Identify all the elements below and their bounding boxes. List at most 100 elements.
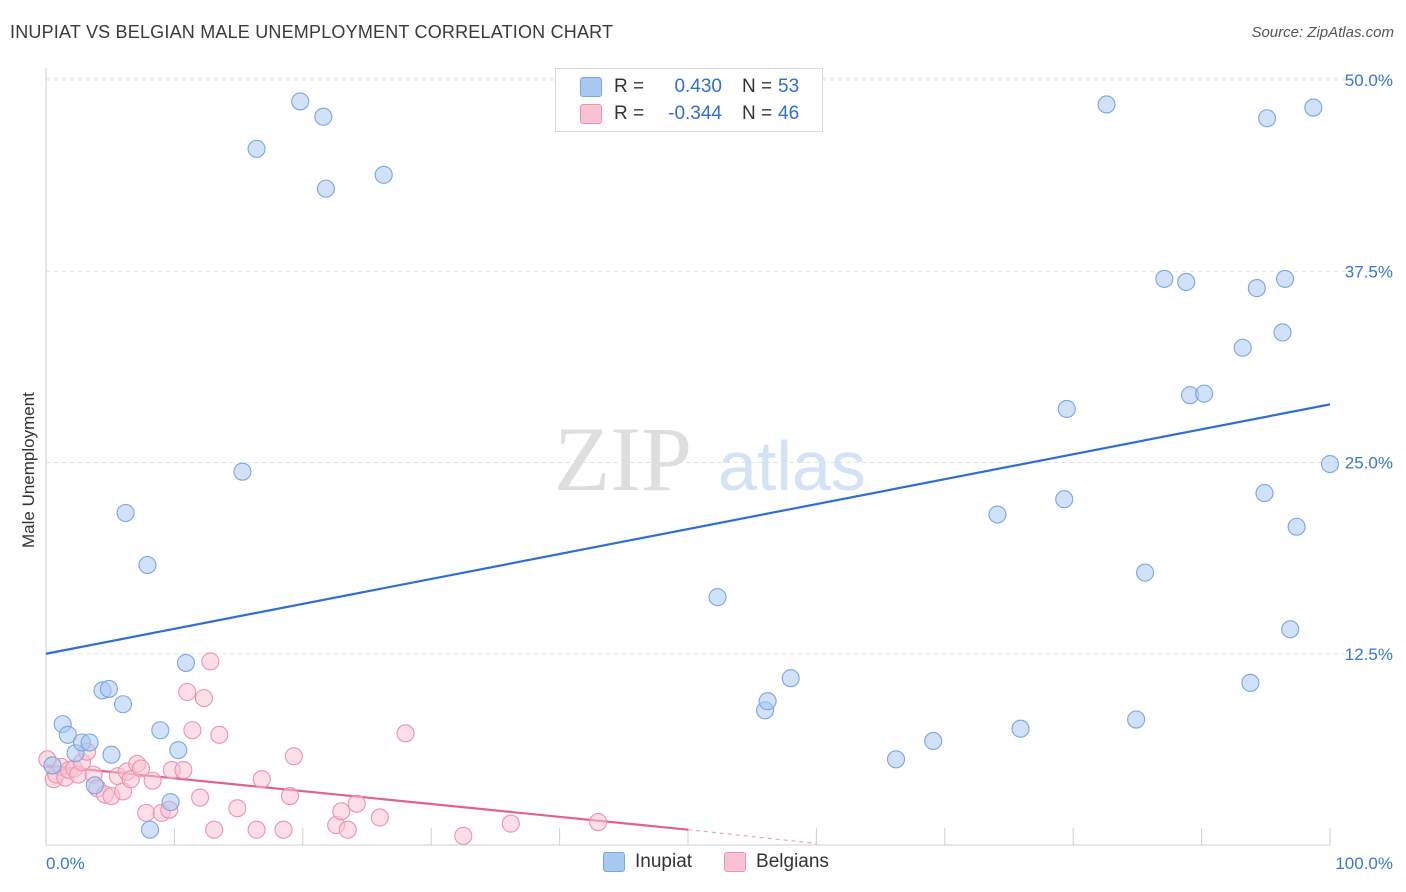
belgians-point xyxy=(178,682,197,702)
inupiat-point xyxy=(169,741,188,760)
inupiat-point xyxy=(1057,399,1076,419)
inupiat-legend-label: Inupiat xyxy=(635,851,693,872)
inupiat-point xyxy=(85,776,104,795)
inupiat-point xyxy=(1011,719,1030,738)
stats-legend: R = 0.430 N = 53 R = -0.344 N = 46 xyxy=(555,68,823,132)
belgians-point xyxy=(347,794,366,813)
source-label: Source: ZipAtlas.com xyxy=(1251,24,1394,41)
n-label: N = xyxy=(742,103,773,124)
inupiat-point xyxy=(1276,269,1295,288)
inupiat-point xyxy=(988,505,1007,524)
inupiat-point xyxy=(161,793,180,812)
inupiat-legend-swatch xyxy=(603,852,625,872)
n-value: 46 xyxy=(778,103,800,124)
belgians-legend-label: Belgians xyxy=(756,851,829,872)
inupiat-point xyxy=(1097,95,1116,114)
belgians-point xyxy=(454,826,473,845)
belgians-point xyxy=(252,770,271,789)
watermark: ZIP atlas xyxy=(554,408,866,510)
belgians-point xyxy=(131,759,151,778)
inupiat-point xyxy=(314,107,333,126)
belgians-point xyxy=(137,803,156,822)
watermark-zip: ZIP xyxy=(554,408,692,510)
inupiat-point xyxy=(176,653,196,672)
belgians-point xyxy=(143,771,162,790)
inupiat-point xyxy=(140,820,160,839)
belgians-point xyxy=(274,820,293,839)
belgians-point xyxy=(284,747,303,766)
y-tick-label: 50.0% xyxy=(1345,71,1393,90)
inupiat-point xyxy=(43,756,62,775)
inupiat-point xyxy=(316,179,335,198)
inupiat-point xyxy=(1233,338,1252,357)
belgians-point xyxy=(280,786,300,806)
belgians-point xyxy=(332,802,351,821)
inupiat-point xyxy=(1287,517,1306,536)
legend-item-belgians[interactable]: Belgians xyxy=(724,851,829,873)
inupiat-point xyxy=(886,750,906,769)
belgians-swatch xyxy=(580,104,602,124)
inupiat-point xyxy=(1241,673,1260,692)
belgians-point xyxy=(191,788,210,807)
inupiat-point xyxy=(1281,620,1300,639)
inupiat-point xyxy=(1273,323,1292,342)
x-tick-label: 0.0% xyxy=(46,854,85,873)
inupiat-point xyxy=(708,588,727,607)
inupiat-point xyxy=(233,462,252,481)
inupiat-point xyxy=(1195,384,1214,403)
y-tick-label: 12.5% xyxy=(1345,645,1393,664)
inupiat-point xyxy=(1304,98,1323,117)
belgians-point xyxy=(338,820,357,839)
inupiat-point xyxy=(102,745,121,764)
y-tick-label: 25.0% xyxy=(1345,454,1393,473)
inupiat-point xyxy=(374,165,393,184)
chart-title: INUPIAT VS BELGIAN MALE UNEMPLOYMENT COR… xyxy=(10,22,614,42)
r-value: 0.430 xyxy=(674,76,722,97)
belgians-point xyxy=(228,799,247,818)
inupiat-point xyxy=(1320,454,1340,474)
legend-row-belgians: R = -0.344 N = 46 xyxy=(580,101,799,127)
inupiat-point xyxy=(80,733,99,752)
inupiat-point xyxy=(291,92,310,111)
legend-item-inupiat[interactable]: Inupiat xyxy=(603,851,692,873)
inupiat-trend-line xyxy=(45,403,1331,655)
belgians-point xyxy=(210,725,229,744)
belgians-point xyxy=(174,760,193,780)
belgians-point xyxy=(370,808,389,827)
y-tick-label: 37.5% xyxy=(1345,262,1393,281)
y-axis-title: Male Unemployment xyxy=(19,392,38,548)
belgians-point xyxy=(183,721,202,740)
inupiat-point xyxy=(1127,710,1146,729)
belgians-point xyxy=(201,652,220,671)
belgians-point xyxy=(247,820,266,839)
belgians-point xyxy=(589,812,608,832)
inupiat-point xyxy=(1247,279,1266,298)
r-label: R = xyxy=(614,76,645,97)
belgians-point xyxy=(194,689,213,708)
inupiat-point xyxy=(113,695,133,714)
inupiat-point xyxy=(758,692,777,711)
inupiat-point xyxy=(99,679,118,698)
data-points xyxy=(38,92,1340,845)
x-tick-label: 100.0% xyxy=(1335,854,1393,873)
inupiat-swatch xyxy=(580,77,602,97)
inupiat-point xyxy=(151,721,170,740)
watermark-atlas: atlas xyxy=(718,427,866,505)
series-legend: Inupiat Belgians xyxy=(603,851,861,873)
inupiat-point xyxy=(58,725,77,744)
gridlines xyxy=(46,77,1392,655)
belgians-trend-line-dashed xyxy=(687,829,817,845)
inupiat-point xyxy=(247,139,266,158)
belgians-point xyxy=(501,814,520,833)
belgians-legend-swatch xyxy=(724,852,747,872)
r-value: -0.344 xyxy=(668,103,722,124)
n-value: 53 xyxy=(778,76,800,97)
tick-labels: 12.5% 25.0% 37.5% 50.0% 0.0% 100.0% xyxy=(46,71,1393,873)
inupiat-point xyxy=(116,503,135,523)
belgians-point xyxy=(205,820,224,839)
inupiat-point xyxy=(1258,109,1277,128)
inupiat-point xyxy=(1136,563,1155,582)
n-label: N = xyxy=(742,76,773,97)
r-label: R = xyxy=(614,103,645,124)
